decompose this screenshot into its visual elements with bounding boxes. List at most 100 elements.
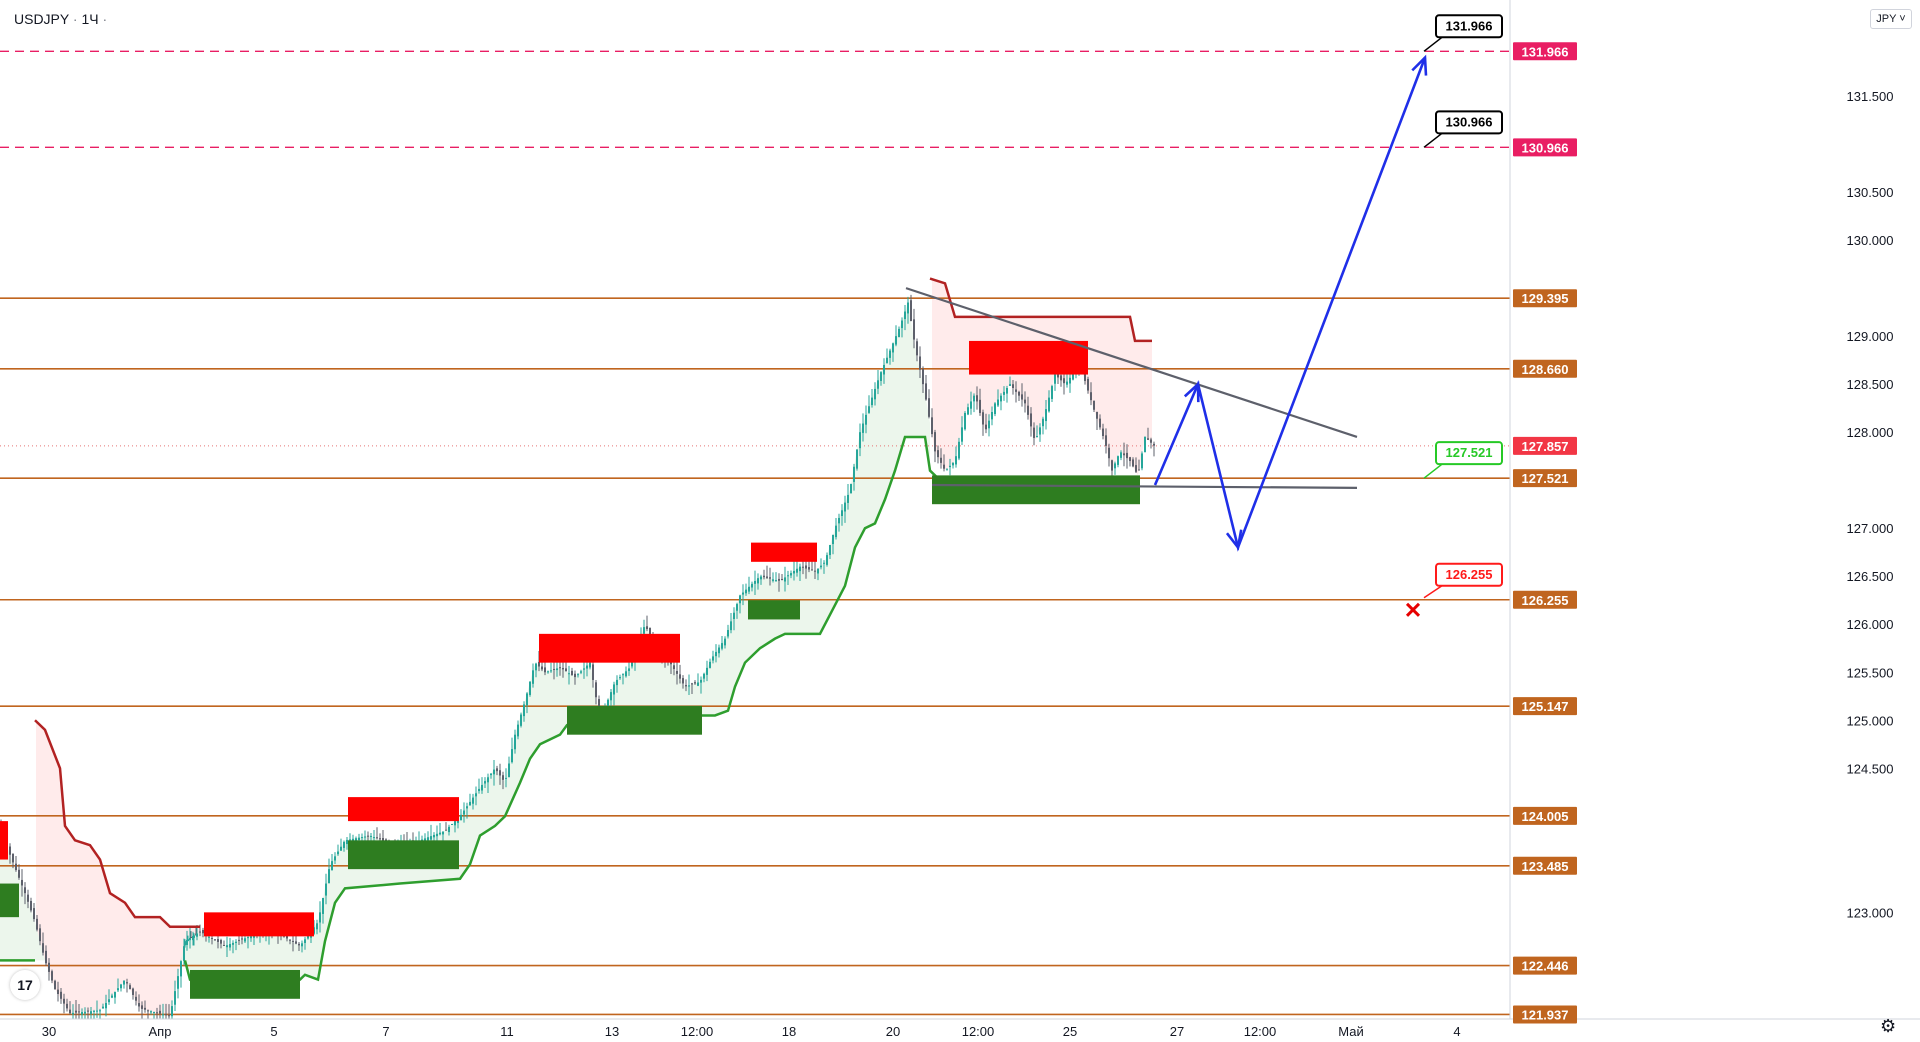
- callout-131.966[interactable]: 131.966: [1423, 14, 1503, 52]
- candle-body: [232, 942, 234, 945]
- candle-body: [421, 839, 423, 841]
- candle-body: [1027, 405, 1029, 415]
- candle-body: [865, 414, 867, 425]
- candle-body: [859, 432, 861, 449]
- candle-body: [850, 484, 852, 494]
- candle-body: [1138, 469, 1140, 471]
- candle-body: [382, 838, 384, 841]
- candle-body: [1069, 377, 1071, 384]
- candle-body: [550, 670, 552, 672]
- candle-body: [484, 781, 486, 784]
- callout-130.966[interactable]: 130.966: [1423, 110, 1503, 148]
- candle-body: [150, 1011, 152, 1013]
- candle-body: [508, 763, 510, 778]
- candle-body: [1141, 453, 1143, 469]
- candle-body: [1039, 427, 1041, 435]
- currency-dropdown[interactable]: JPY ˅: [1870, 9, 1912, 29]
- candle-body: [1072, 373, 1074, 380]
- time-tick-label: 11: [500, 1024, 514, 1039]
- candle-body: [93, 1010, 95, 1012]
- candle-body: [958, 441, 960, 459]
- candle-body: [78, 1011, 80, 1013]
- candle-body: [165, 1014, 167, 1016]
- candle-body: [913, 319, 915, 340]
- candle-body: [517, 724, 519, 737]
- forecast-path[interactable]: [1153, 57, 1427, 552]
- candle-body: [556, 668, 558, 671]
- callout-pointer: [1423, 463, 1443, 479]
- callout-pointer: [1423, 132, 1443, 148]
- candle-body: [289, 939, 291, 941]
- candle-body: [117, 988, 119, 991]
- cross-marker-icon: [1405, 602, 1421, 617]
- price-axis[interactable]: [1510, 0, 1920, 1042]
- chevron-down-icon: ˅: [1899, 13, 1906, 25]
- candle-body: [496, 768, 498, 772]
- candle-body: [63, 998, 65, 1004]
- trendline-1[interactable]: [931, 483, 1358, 489]
- candle-body: [301, 943, 303, 947]
- candle-body: [565, 668, 567, 672]
- candle-body: [847, 494, 849, 503]
- candle-body: [481, 784, 483, 791]
- candle-body: [1063, 378, 1065, 384]
- time-axis[interactable]: [0, 1019, 1920, 1042]
- candle-body: [619, 677, 621, 679]
- level-tag-125.147-text: 125.147: [1522, 699, 1569, 714]
- candle-body: [250, 936, 252, 939]
- candle-body: [217, 939, 219, 942]
- callout-126.255[interactable]: 126.255: [1423, 562, 1503, 599]
- candle-body: [24, 887, 26, 894]
- candle-body: [226, 945, 228, 948]
- callout-127.521[interactable]: 127.521: [1423, 441, 1503, 479]
- callout-box: [1435, 562, 1503, 587]
- candle-body: [844, 502, 846, 512]
- gear-icon[interactable]: ⚙: [1880, 1016, 1897, 1037]
- level-tag-126.255-text: 126.255: [1522, 593, 1569, 608]
- candle-body: [211, 937, 213, 939]
- candle-body: [829, 545, 831, 556]
- candle-body: [1090, 392, 1092, 401]
- callout-pointer: [1423, 585, 1443, 599]
- candle-body: [739, 595, 741, 604]
- candle-body: [964, 412, 966, 430]
- candle-body: [340, 846, 342, 851]
- candle-body: [244, 938, 246, 942]
- candle-body: [856, 449, 858, 469]
- candle-body: [30, 900, 32, 911]
- candle-body: [123, 980, 125, 985]
- candle-body: [814, 570, 816, 572]
- tradingview-logo-icon[interactable]: 17: [10, 970, 40, 1000]
- demand-zone-3: [567, 705, 702, 735]
- candle-body: [682, 678, 684, 684]
- candle-body: [715, 651, 717, 657]
- candle-body: [568, 673, 570, 675]
- candle-body: [253, 935, 255, 938]
- candle-body: [1153, 443, 1155, 446]
- time-tick-label: 12:00: [962, 1024, 995, 1039]
- time-tick-label: 12:00: [1244, 1024, 1277, 1039]
- candle-body: [1087, 378, 1089, 391]
- candle-body: [168, 1015, 170, 1017]
- candle-body: [727, 630, 729, 637]
- candle-body: [187, 939, 189, 942]
- target-tag-131.966: [1513, 42, 1577, 61]
- candle-body: [379, 838, 381, 840]
- trend-area-up: [0, 302, 930, 980]
- candle-body: [475, 793, 477, 797]
- candle-body: [553, 668, 555, 670]
- forecast-arrowhead: [1225, 529, 1243, 551]
- candle-body: [9, 846, 11, 855]
- candle-body: [66, 1003, 68, 1009]
- supply-zone-5: [969, 340, 1088, 375]
- candle-body: [1111, 460, 1113, 471]
- candle-body: [985, 424, 987, 430]
- candle-body: [430, 836, 432, 840]
- candle-body: [868, 406, 870, 413]
- trendline-0[interactable]: [905, 287, 1358, 439]
- candle-body: [1114, 463, 1116, 469]
- candle-body: [183, 946, 185, 961]
- candle-body: [135, 996, 137, 1001]
- candle-body: [1144, 436, 1146, 453]
